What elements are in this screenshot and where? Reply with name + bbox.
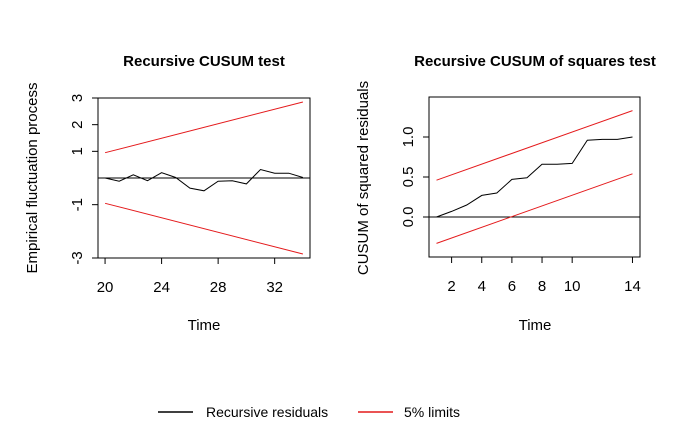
y-axis: -3 -1 1 2 3 — [69, 94, 99, 265]
x-tick-label: 32 — [266, 279, 283, 296]
legend-label-recursive-residuals: Recursive residuals — [206, 404, 328, 420]
cusum-panel: Recursive CUSUM test 20 24 28 32 -3 -1 1 2 3 Ti… — [24, 53, 311, 334]
x-axis-label: Time — [188, 317, 221, 334]
series-layer — [104, 101, 304, 255]
series-line-5-limits-2 — [104, 202, 304, 255]
x-tick-label: 10 — [564, 278, 581, 295]
chart-title: Recursive CUSUM test — [123, 53, 285, 70]
x-tick-label: 6 — [508, 278, 516, 295]
x-tick-label: 2 — [447, 278, 455, 295]
series-line-5-limits-1 — [436, 110, 633, 181]
y-tick-label: 3 — [69, 94, 86, 102]
y-axis-label: Empirical fluctuation process — [24, 83, 41, 274]
y-tick-label: -3 — [69, 251, 86, 264]
series-line-recursive-residuals-0 — [104, 168, 304, 192]
y-tick-label: 0.5 — [400, 167, 417, 188]
x-axis: 2 4 6 8 10 14 — [447, 256, 641, 295]
y-tick-label: -1 — [69, 198, 86, 211]
y-axis: 0.0 0.5 1.0 — [400, 127, 430, 228]
series-layer — [436, 110, 633, 244]
legend: Recursive residuals 5% limits — [158, 404, 460, 420]
x-tick-label: 14 — [624, 278, 641, 295]
series-line-5-limits-1 — [104, 101, 304, 154]
x-tick-label: 20 — [97, 279, 114, 296]
series-line-recursive-residuals-0 — [436, 136, 633, 218]
legend-label-limits: 5% limits — [404, 404, 460, 420]
plot-frame — [428, 96, 641, 258]
y-axis-label: CUSUM of squared residuals — [355, 81, 372, 275]
cusum-squares-panel: Recursive CUSUM of squares test 2 4 6 8 10 14… — [355, 53, 656, 334]
x-tick-label: 28 — [210, 279, 227, 296]
chart-title: Recursive CUSUM of squares test — [414, 53, 656, 70]
y-tick-label: 0.0 — [400, 207, 417, 228]
y-tick-label: 2 — [69, 120, 86, 128]
x-axis: 20 24 28 32 — [97, 257, 283, 296]
x-tick-label: 24 — [153, 279, 170, 296]
x-tick-label: 8 — [538, 278, 546, 295]
y-tick-label: 1 — [69, 147, 86, 155]
y-tick-label: 1.0 — [400, 127, 417, 148]
x-axis-label: Time — [519, 317, 552, 334]
x-tick-label: 4 — [478, 278, 486, 295]
series-line-5-limits-2 — [436, 173, 633, 244]
